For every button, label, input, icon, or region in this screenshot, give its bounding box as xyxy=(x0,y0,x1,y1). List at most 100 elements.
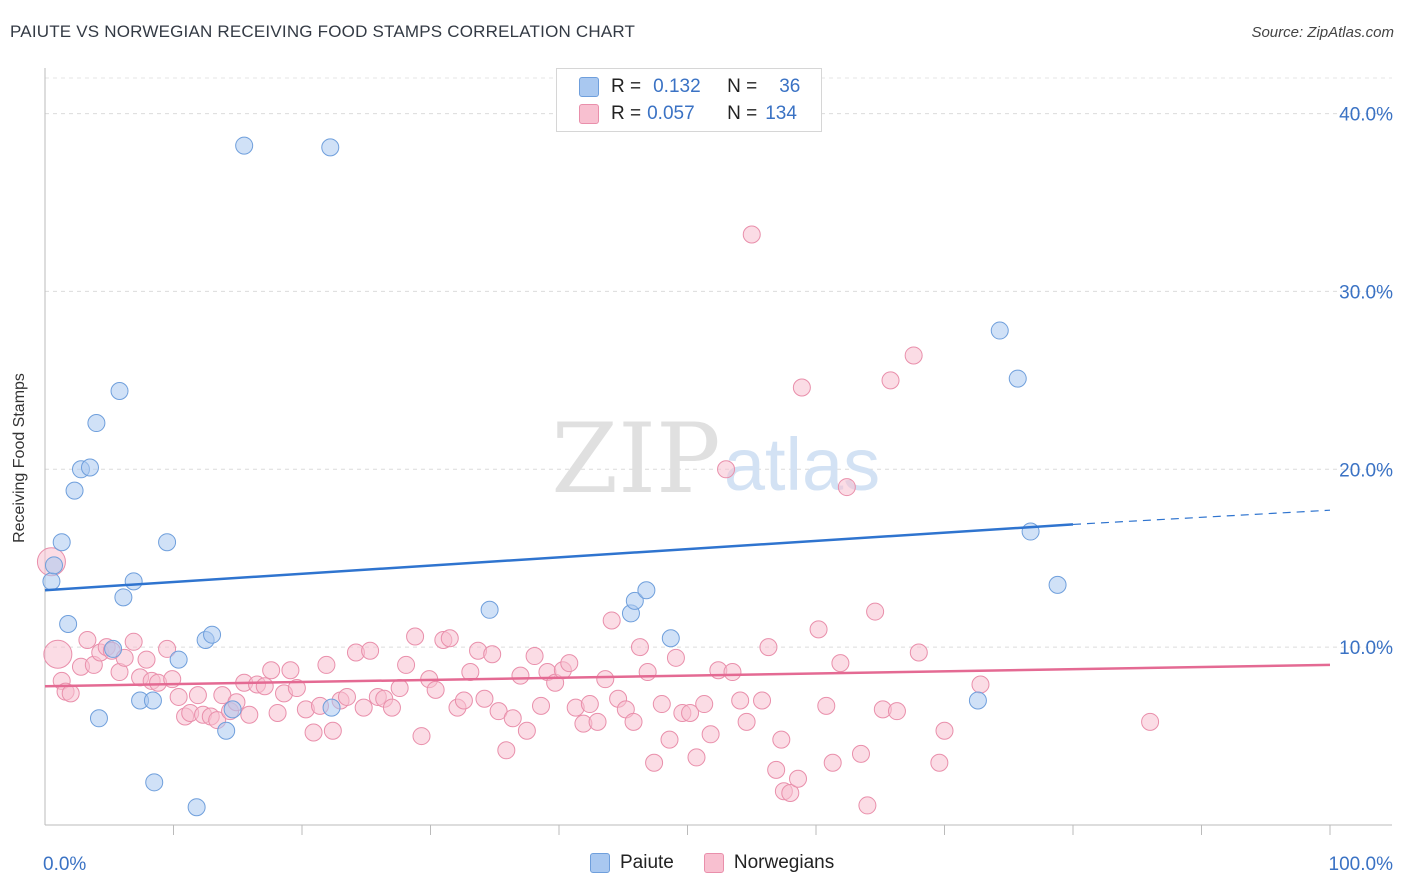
gridlines xyxy=(45,77,1392,648)
norwegians-point xyxy=(268,703,287,722)
paiute-point xyxy=(321,138,340,157)
norwegians-point xyxy=(742,225,761,244)
series-legend: Paiute Norwegians xyxy=(590,852,864,874)
norwegians-point xyxy=(78,631,97,650)
norwegians-point xyxy=(660,730,679,749)
norwegians-point xyxy=(213,686,232,705)
norwegians-point xyxy=(887,702,906,721)
series-swatch-paiute xyxy=(590,853,610,873)
norwegians-point xyxy=(397,655,416,674)
points-norwegians xyxy=(36,225,1160,815)
paiute-point xyxy=(143,691,162,710)
paiute-point xyxy=(322,698,341,717)
paiute-point xyxy=(203,625,222,644)
norwegians-point xyxy=(511,666,530,685)
norwegians-trendline xyxy=(44,663,1331,688)
y-tick-label: 20.0% xyxy=(1339,460,1393,481)
norwegians-point xyxy=(809,620,828,639)
norwegians-point xyxy=(61,684,80,703)
norwegians-point xyxy=(731,691,750,710)
norwegians-point xyxy=(935,721,954,740)
norwegians-point xyxy=(287,679,306,698)
norwegians-point xyxy=(317,655,336,674)
paiute-point xyxy=(187,798,206,817)
norwegians-point xyxy=(503,709,522,728)
norwegians-point xyxy=(817,696,836,715)
norwegians-point xyxy=(323,721,342,740)
legend-swatch-paiute xyxy=(579,77,599,97)
norwegians-point xyxy=(858,796,877,815)
norwegians-point xyxy=(262,661,281,680)
norwegians-point xyxy=(475,689,494,708)
norwegians-point xyxy=(717,460,736,479)
norwegians-point xyxy=(687,748,706,767)
series-legend-label: Paiute xyxy=(620,852,674,873)
norwegians-point xyxy=(337,687,356,706)
legend-n-label: N = xyxy=(727,103,758,124)
norwegians-point xyxy=(158,639,177,658)
norwegians-point xyxy=(624,712,643,731)
y-axis-label: Receiving Food Stamps xyxy=(11,373,28,543)
paiute-point xyxy=(145,773,164,792)
legend-row-paiute: R = 0.132 N = 36 xyxy=(579,75,800,99)
norwegians-point xyxy=(483,645,502,664)
norwegians-point xyxy=(630,638,649,657)
norwegians-point xyxy=(532,696,551,715)
paiute-point xyxy=(169,650,188,669)
paiute-trendline-extension xyxy=(1072,509,1331,526)
norwegians-point xyxy=(1141,712,1160,731)
legend-r-value: 0.057 xyxy=(647,103,695,124)
paiute-point xyxy=(217,721,236,740)
norwegians-point xyxy=(881,371,900,390)
paiute-point xyxy=(59,615,78,634)
norwegians-point xyxy=(789,769,808,788)
paiute-point xyxy=(80,458,99,477)
y-tick-label: 40.0% xyxy=(1339,105,1393,126)
norwegians-point xyxy=(560,654,579,673)
norwegians-point xyxy=(580,695,599,714)
paiute-point xyxy=(480,600,499,619)
norwegians-point xyxy=(588,712,607,731)
norwegians-point xyxy=(772,730,791,749)
paiute-point xyxy=(65,481,84,500)
norwegians-point xyxy=(517,721,536,740)
watermark-zip: ZIP xyxy=(551,403,720,515)
legend-r-label: R = xyxy=(611,103,642,124)
series-legend-label: Norwegians xyxy=(733,852,835,873)
norwegians-point xyxy=(426,680,445,699)
norwegians-point xyxy=(737,712,756,731)
norwegians-point xyxy=(652,695,671,714)
norwegians-point xyxy=(909,643,928,662)
norwegians-point xyxy=(602,611,621,630)
norwegians-point xyxy=(255,677,274,696)
norwegians-point xyxy=(851,744,870,763)
norwegians-point xyxy=(723,663,742,682)
norwegians-point xyxy=(354,698,373,717)
legend-n-value: 36 xyxy=(779,76,801,97)
norwegians-point xyxy=(240,705,259,724)
norwegians-point xyxy=(753,691,772,710)
norwegians-point xyxy=(124,632,143,651)
watermark: ZIP atlas xyxy=(551,403,880,515)
norwegians-point xyxy=(440,629,459,648)
legend-n-label: N = xyxy=(727,76,758,97)
norwegians-point xyxy=(695,695,714,714)
norwegians-point xyxy=(759,638,778,657)
paiute-point xyxy=(625,591,644,610)
norwegians-point xyxy=(831,654,850,673)
y-tick-label: 10.0% xyxy=(1339,638,1393,659)
norwegians-point xyxy=(525,647,544,666)
tick-labels: 10.0% 20.0% 30.0% 40.0% 0.0% 100.0% xyxy=(43,105,1393,875)
norwegians-point xyxy=(837,478,856,497)
paiute-point xyxy=(114,588,133,607)
norwegians-point xyxy=(681,703,700,722)
y-tick-label: 30.0% xyxy=(1339,282,1393,303)
norwegians-point xyxy=(169,687,188,706)
paiute-point xyxy=(1008,369,1027,388)
legend-r-value: 0.132 xyxy=(653,76,701,97)
chart-title: PAIUTE VS NORWEGIAN RECEIVING FOOD STAMP… xyxy=(10,22,636,41)
norwegians-point xyxy=(188,686,207,705)
paiute-point xyxy=(52,533,71,552)
stats-legend: R = 0.132 N = 36 R = 0.057 N = 134 xyxy=(556,68,822,132)
